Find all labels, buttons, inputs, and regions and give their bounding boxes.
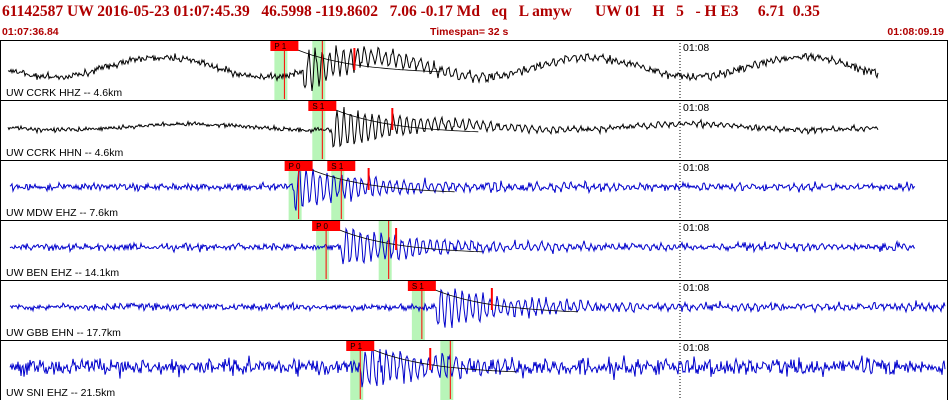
pick-box[interactable] [327,161,356,171]
trace-row[interactable]: 01:08 S 1 UW CCRK HHN -- 4.6km [0,100,948,161]
waveform [9,347,946,388]
coda-curve [284,43,441,73]
coda-curve [298,163,455,193]
trace-label: UW CCRK HHZ -- 4.6km [6,87,122,99]
waveform [7,106,879,148]
event-summary-line: 61142587 UW 2016-05-23 01:07:45.39 46.59… [2,3,820,20]
pick-box[interactable] [308,101,337,111]
trace-label: UW SNI EHZ -- 21.5km [6,387,115,399]
time-tick-label: 01:08 [683,222,709,234]
coda-curve [360,343,517,373]
trace-label: UW CCRK HHN -- 4.6km [6,147,124,159]
pick-label: P 0 [289,162,301,171]
pick-label: S 1 [312,102,325,111]
trace-label: UW BEN EHZ -- 14.1km [6,267,119,279]
pick-window [378,221,392,280]
time-tick-label: 01:08 [683,162,709,174]
pick-label: S 1 [412,282,425,291]
seismogram-panel[interactable]: 01:08 P 1 UW CCRK HHZ -- 4.6km 01:08 S 1 UW C… [0,40,948,400]
time-tick-label: 01:08 [683,282,709,294]
coda-curve [421,283,578,313]
pick-window [312,41,326,100]
pick-label: S 1 [331,162,344,171]
time-tick-label: 01:08 [683,102,709,114]
trace-frame [0,160,948,221]
trace-row[interactable]: 01:08 S 1 UW GBB EHN -- 17.7km [0,280,948,341]
trace-label: UW GBB EHN -- 17.7km [6,327,121,339]
waveform [9,166,916,211]
event-header: 61142587 UW 2016-05-23 01:07:45.39 46.59… [0,0,948,40]
coda-curve [322,103,479,133]
time-tick-label: 01:08 [683,342,709,354]
pick-box[interactable] [312,221,341,231]
trace-row[interactable]: 01:08 P 0 UW BEN EHZ -- 14.1km [0,220,948,281]
coda-curve [325,223,483,253]
pick-label: P 1 [350,342,362,351]
pick-box[interactable] [346,341,375,351]
time-tick-label: 01:08 [683,42,709,54]
pick-box[interactable] [407,281,436,291]
trace-label: UW MDW EHZ -- 7.6km [6,207,118,219]
trace-row[interactable]: 01:08 P 0 S 1 UW MDW EHZ -- 7.6km [0,160,948,221]
waveform [9,288,946,329]
timespan-label: Timespan= 32 s [430,26,509,38]
pick-box[interactable] [270,41,299,51]
trace-frame [0,40,948,101]
end-time-label: 01:08:09.19 [887,26,944,38]
trace-frame [0,220,948,281]
pick-box[interactable] [284,161,313,171]
pick-label: P 1 [274,42,286,51]
start-time-label: 01:07:36.84 [2,26,59,38]
trace-row[interactable]: 01:08 P 1 UW SNI EHZ -- 21.5km [0,340,948,400]
waveform [9,226,916,265]
trace-row[interactable]: 01:08 P 1 UW CCRK HHZ -- 4.6km [0,40,948,101]
pick-label: P 0 [316,222,328,231]
trace-frame [0,100,948,161]
waveform [7,45,879,91]
